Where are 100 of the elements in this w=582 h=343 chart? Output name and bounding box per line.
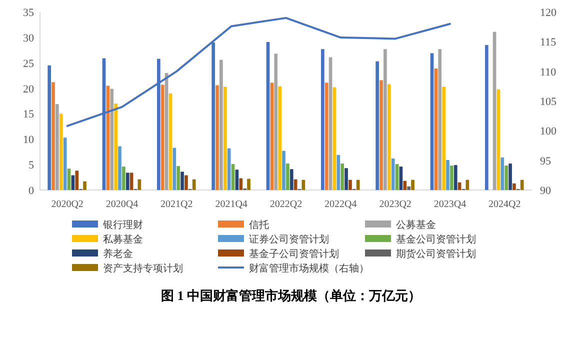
legend-label: 证券公司资管计划 bbox=[249, 234, 329, 246]
y-tick-label: 10 bbox=[23, 134, 34, 146]
bar bbox=[430, 53, 434, 190]
y2-tick-label: 100 bbox=[540, 126, 557, 138]
bar bbox=[466, 180, 470, 190]
x-tick-label: 2023Q4 bbox=[434, 199, 466, 210]
x-tick-label: 2020Q4 bbox=[106, 199, 138, 210]
bar bbox=[344, 168, 348, 190]
bar bbox=[376, 61, 379, 190]
y2-tick-label: 120 bbox=[540, 7, 557, 19]
legend-label: 私募基金 bbox=[103, 234, 143, 246]
bar bbox=[48, 65, 51, 190]
bar bbox=[348, 180, 352, 190]
bar bbox=[75, 170, 79, 190]
legend-label: 基金子公司资管计划 bbox=[249, 248, 339, 260]
x-tick-label: 2020Q2 bbox=[51, 199, 84, 210]
y2-tick-label: 105 bbox=[540, 96, 557, 108]
y-tick-label: 35 bbox=[23, 7, 34, 19]
x-tick-label: 2022Q2 bbox=[270, 199, 302, 210]
x-tick-label: 2024Q2 bbox=[488, 199, 521, 210]
bar bbox=[138, 179, 142, 190]
bar bbox=[216, 85, 219, 190]
bar bbox=[484, 45, 488, 190]
bar bbox=[500, 157, 504, 190]
bar bbox=[278, 86, 282, 190]
bar bbox=[336, 154, 340, 190]
y-tick-label: 15 bbox=[23, 108, 34, 121]
legend-label: 期货公司资管计划 bbox=[396, 248, 476, 260]
bar bbox=[384, 49, 387, 190]
legend-label: 资产支持专项计划 bbox=[103, 262, 183, 274]
bar bbox=[122, 166, 126, 190]
legend-label: 养老金 bbox=[103, 248, 133, 260]
bar bbox=[63, 138, 67, 190]
y-tick-label: 20 bbox=[23, 83, 34, 96]
bar bbox=[231, 164, 235, 190]
bar bbox=[239, 178, 243, 190]
bar bbox=[411, 180, 414, 190]
bar bbox=[508, 164, 512, 190]
bar bbox=[504, 166, 508, 190]
bar bbox=[126, 172, 130, 190]
legend-label: 信托 bbox=[249, 219, 269, 231]
bar bbox=[407, 186, 410, 190]
bar bbox=[83, 181, 86, 190]
bar bbox=[192, 179, 196, 190]
bar bbox=[110, 88, 114, 190]
bar bbox=[328, 57, 332, 190]
bar bbox=[380, 80, 383, 190]
y-tick-label: 5 bbox=[28, 160, 34, 172]
bar bbox=[52, 82, 55, 190]
x-tick-label: 2023Q2 bbox=[379, 199, 412, 210]
bar bbox=[450, 166, 454, 190]
bar bbox=[176, 166, 180, 190]
bar bbox=[270, 82, 274, 190]
bar bbox=[442, 86, 446, 190]
bar bbox=[247, 178, 250, 190]
x-tick-label: 2022Q4 bbox=[324, 199, 357, 210]
bar bbox=[387, 84, 391, 190]
bar bbox=[274, 54, 278, 190]
bar bbox=[290, 169, 294, 190]
bar bbox=[59, 114, 63, 190]
x-tick-label: 2021Q2 bbox=[160, 199, 193, 210]
y2-tick-label: 95 bbox=[540, 155, 552, 168]
bar bbox=[282, 150, 286, 190]
bar bbox=[118, 146, 122, 190]
legend-label: 财富管理市场规模（右轴） bbox=[249, 262, 369, 274]
bar bbox=[492, 32, 496, 190]
bar bbox=[324, 82, 328, 190]
bar bbox=[320, 49, 324, 190]
bar bbox=[168, 93, 172, 190]
y-tick-label: 0 bbox=[28, 185, 34, 197]
bar bbox=[434, 68, 438, 190]
bar bbox=[56, 104, 59, 190]
text: 图 1 中国财富管理市场规模（单位：万亿元） bbox=[161, 288, 421, 303]
bar bbox=[356, 180, 360, 190]
bar bbox=[184, 175, 188, 190]
bar bbox=[399, 166, 403, 190]
y-tick-label: 25 bbox=[23, 58, 34, 70]
bar bbox=[520, 180, 524, 190]
y2-tick-label: 115 bbox=[540, 36, 557, 49]
y2-tick-label: 90 bbox=[540, 185, 552, 197]
bar bbox=[235, 170, 239, 190]
x-tick-label: 2021Q4 bbox=[215, 199, 248, 210]
bar bbox=[395, 164, 399, 190]
bar bbox=[340, 164, 344, 190]
bar bbox=[67, 168, 71, 190]
y-tick-label: 30 bbox=[23, 32, 34, 44]
legend-label: 基金公司资管计划 bbox=[396, 234, 476, 246]
bar bbox=[512, 183, 516, 190]
bar bbox=[454, 165, 458, 190]
bar bbox=[286, 164, 290, 190]
bar bbox=[220, 60, 223, 190]
bar bbox=[114, 104, 118, 190]
bar bbox=[172, 148, 176, 190]
bar bbox=[266, 42, 270, 190]
legend-label: 公募基金 bbox=[396, 219, 436, 231]
bar bbox=[180, 172, 184, 190]
bar bbox=[438, 49, 442, 190]
bar bbox=[223, 86, 227, 190]
legend-label: 银行理财 bbox=[102, 219, 143, 231]
bar bbox=[160, 84, 164, 190]
